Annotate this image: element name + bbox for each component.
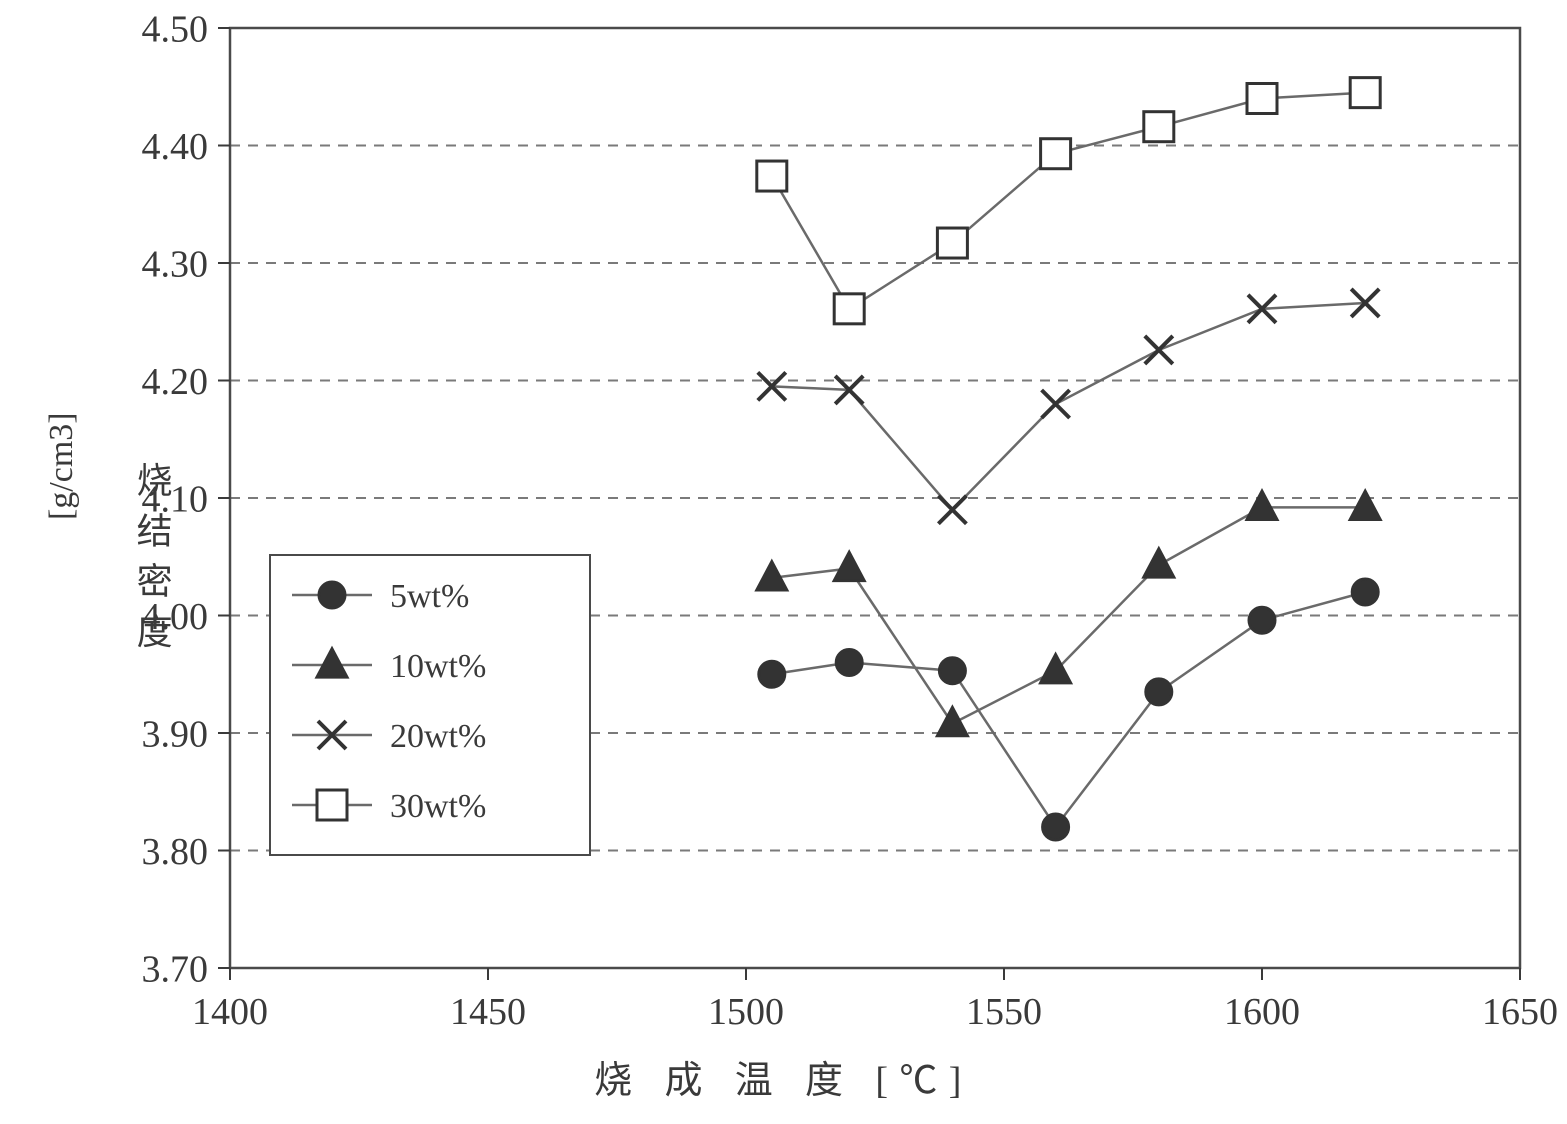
y-axis-label-unit: [g/cm3] xyxy=(43,412,81,520)
x-tick-label: 1400 xyxy=(192,991,268,1033)
x-tick-label: 1550 xyxy=(966,991,1042,1033)
legend-label: 5wt% xyxy=(390,578,469,615)
marker-triangle-icon xyxy=(1350,491,1380,519)
x-tick-label: 1600 xyxy=(1224,991,1300,1033)
series-line xyxy=(772,303,1365,510)
marker-square-icon xyxy=(834,294,864,324)
y-tick-label: 4.30 xyxy=(142,243,209,285)
y-tick-label: 3.80 xyxy=(142,831,209,873)
marker-circle-icon xyxy=(319,582,345,608)
legend: 5wt% 10wt% 20wt% 30wt% xyxy=(270,555,590,855)
x-tick-label: 1500 xyxy=(708,991,784,1033)
marker-triangle-icon xyxy=(937,707,967,735)
series xyxy=(759,579,1378,840)
legend-label: 30wt% xyxy=(390,788,486,825)
plot-svg: 1400145015001550160016503.703.803.904.00… xyxy=(0,0,1567,1124)
x-axis-label: 烧 成 温 度 [℃] xyxy=(594,1049,973,1104)
marker-square-icon xyxy=(1144,112,1174,142)
marker-circle-icon xyxy=(836,650,862,676)
series-line xyxy=(772,93,1365,309)
marker-square-icon xyxy=(757,161,787,191)
marker-square-icon xyxy=(1247,84,1277,114)
y-axis-label-main: 烧结密度 xyxy=(132,461,172,663)
series-line xyxy=(772,592,1365,827)
chart-figure: 烧结密度 [g/cm3] 烧 成 温 度 [℃] 1400 1450 1500 155… xyxy=(0,0,1567,1124)
y-tick-label: 4.20 xyxy=(142,361,209,403)
legend-label: 10wt% xyxy=(390,648,486,685)
marker-triangle-icon xyxy=(834,552,864,580)
marker-circle-icon xyxy=(1249,607,1275,633)
x-tick-label: 1450 xyxy=(450,991,526,1033)
y-tick-label: 4.40 xyxy=(142,126,209,168)
series xyxy=(757,78,1380,324)
y-tick-label: 3.90 xyxy=(142,713,209,755)
y-tick-label: 3.70 xyxy=(142,948,209,990)
marker-circle-icon xyxy=(1146,679,1172,705)
marker-circle-icon xyxy=(1043,814,1069,840)
marker-square-icon xyxy=(1350,78,1380,108)
marker-circle-icon xyxy=(759,661,785,687)
y-tick-label: 4.50 xyxy=(142,8,209,50)
marker-triangle-icon xyxy=(1247,491,1277,519)
y-axis-label: 烧结密度 [g/cm3] xyxy=(18,461,178,663)
marker-circle-icon xyxy=(1352,579,1378,605)
marker-triangle-icon xyxy=(1144,549,1174,577)
marker-square-icon xyxy=(1041,139,1071,169)
marker-square-icon xyxy=(317,790,347,820)
x-tick-label: 1650 xyxy=(1482,991,1558,1033)
legend-label: 20wt% xyxy=(390,718,486,755)
marker-circle-icon xyxy=(939,658,965,684)
marker-square-icon xyxy=(937,228,967,258)
